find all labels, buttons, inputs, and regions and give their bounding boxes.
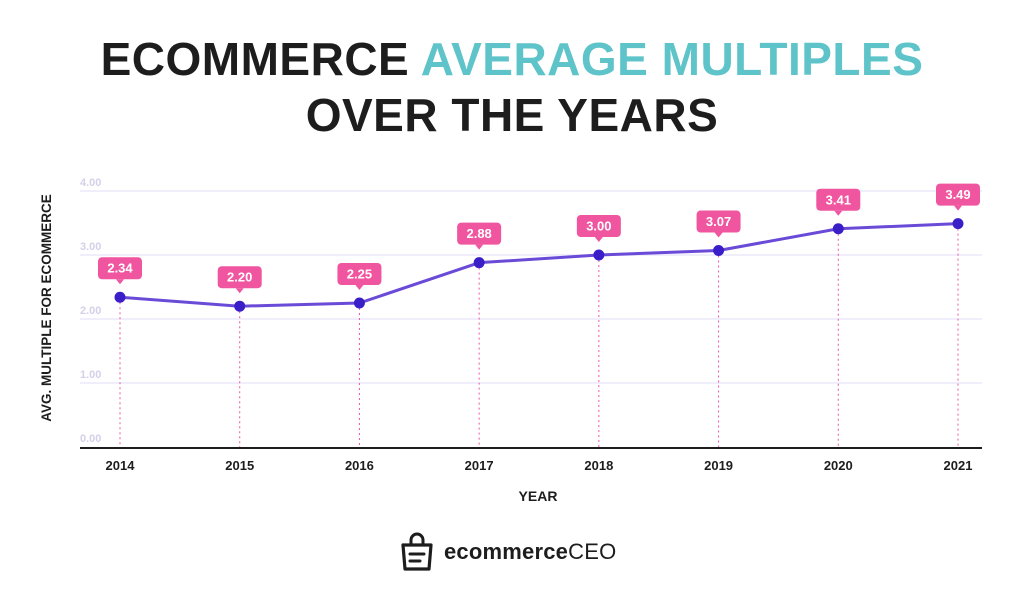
title-part2: AVERAGE MULTIPLES bbox=[420, 33, 924, 85]
data-label-box bbox=[576, 215, 621, 237]
data-label-pointer bbox=[355, 285, 364, 290]
data-label: 3.00 bbox=[576, 215, 621, 242]
data-label-pointer bbox=[834, 210, 843, 216]
data-label-pointer bbox=[594, 237, 603, 242]
data-label: 2.20 bbox=[217, 266, 262, 294]
x-tick-label: 2018 bbox=[584, 458, 613, 473]
chart-title-line2: OVER THE YEARS bbox=[305, 89, 719, 141]
axis-layer: 0.00 1.00 2.00 3.00 4.00 2014 2015 2016 2017 2018… bbox=[80, 177, 982, 473]
data-label-box bbox=[217, 266, 262, 289]
data-label: 2.88 bbox=[457, 222, 502, 250]
marker-layer bbox=[114, 218, 964, 312]
data-label: 2.25 bbox=[337, 263, 382, 290]
data-label: 3.41 bbox=[816, 188, 861, 216]
data-point bbox=[593, 249, 605, 261]
data-label-text: 3.41 bbox=[826, 192, 851, 207]
data-point bbox=[832, 223, 844, 235]
data-label-box bbox=[457, 222, 502, 245]
y-tick-label: 2.00 bbox=[80, 305, 101, 317]
data-point bbox=[713, 245, 725, 257]
line-layer bbox=[118, 222, 960, 308]
data-point bbox=[952, 218, 964, 230]
y-tick-label: 3.00 bbox=[80, 241, 101, 253]
series-line bbox=[118, 222, 960, 308]
data-point bbox=[353, 297, 365, 309]
data-point bbox=[234, 300, 246, 312]
data-label-pointer bbox=[235, 288, 244, 294]
y-axis-title: AVG. MULTIPLE FOR ECOMMERCE bbox=[39, 194, 54, 422]
data-label-text: 3.07 bbox=[706, 214, 731, 229]
data-label-text: 3.49 bbox=[945, 187, 970, 202]
data-label-text: 2.88 bbox=[466, 226, 491, 241]
data-label: 3.07 bbox=[696, 210, 741, 238]
data-point bbox=[114, 291, 126, 303]
data-label-pointer bbox=[954, 205, 962, 211]
label-layer: 2.34 2.20 2.25 2.88 3.00 3.07 3.41 3.49 bbox=[98, 183, 980, 294]
chart-title-line1: ECOMMERCE AVERAGE MULTIPLES bbox=[0, 34, 1024, 84]
brand-logo: ecommerceCEO bbox=[398, 532, 616, 572]
x-tick-label: 2015 bbox=[225, 458, 254, 473]
title-part1: ECOMMERCE bbox=[100, 33, 410, 85]
shopping-bag-icon bbox=[401, 532, 433, 571]
grid-layer bbox=[80, 190, 982, 384]
data-label-box bbox=[98, 257, 142, 280]
data-label: 3.49 bbox=[936, 183, 980, 211]
x-tick-label: 2016 bbox=[345, 458, 374, 473]
data-label-box bbox=[696, 210, 741, 233]
x-tick-label: 2017 bbox=[465, 458, 494, 473]
data-label-pointer bbox=[116, 279, 124, 285]
x-tick-label: 2021 bbox=[944, 458, 973, 473]
y-tick-label: 0.00 bbox=[80, 433, 101, 445]
data-label-pointer bbox=[475, 244, 484, 250]
data-label-text: 2.34 bbox=[107, 261, 133, 276]
data-point bbox=[473, 257, 485, 269]
y-tick-label: 4.00 bbox=[80, 177, 101, 189]
data-label-text: 3.00 bbox=[586, 219, 611, 234]
x-axis-title: YEAR bbox=[519, 488, 558, 504]
data-label-box bbox=[936, 183, 980, 206]
data-label-text: 2.25 bbox=[347, 267, 372, 282]
brand-name: ecommerceCEO bbox=[444, 539, 616, 565]
data-label-pointer bbox=[714, 232, 723, 238]
x-tick-label: 2014 bbox=[106, 458, 136, 473]
data-label-box bbox=[816, 188, 861, 211]
data-label-text: 2.20 bbox=[227, 270, 252, 285]
data-label: 2.34 bbox=[98, 257, 142, 285]
data-label-box bbox=[337, 263, 382, 285]
x-tick-label: 2019 bbox=[704, 458, 733, 473]
guide-layer bbox=[119, 223, 959, 447]
y-tick-label: 1.00 bbox=[80, 369, 101, 381]
brand-name-part1: ecommerce bbox=[444, 539, 569, 564]
brand-name-part2: CEO bbox=[568, 539, 617, 564]
x-tick-label: 2020 bbox=[824, 458, 853, 473]
